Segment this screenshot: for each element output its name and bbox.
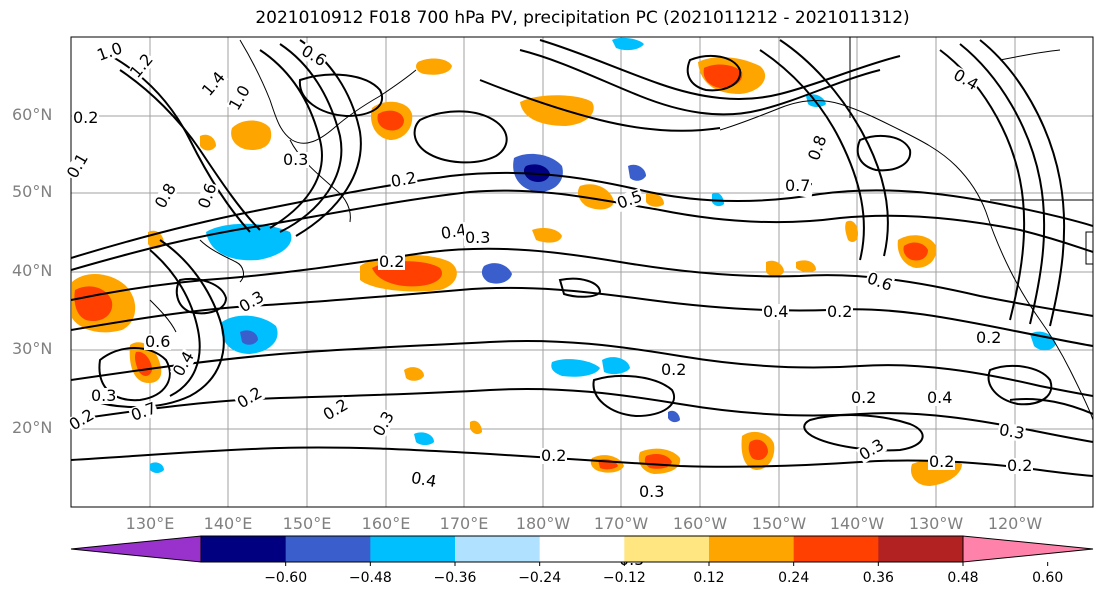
precip-positive-patch	[520, 95, 594, 126]
precip-negative-patch	[668, 410, 680, 423]
contour-label: 0.4	[926, 388, 954, 407]
map-title: 2021010912 F018 700 hPa PV, precipitatio…	[255, 8, 910, 28]
precip-negative-patch	[628, 164, 646, 181]
precip-negative-patch	[206, 223, 292, 261]
contour-label: 0.7	[784, 176, 812, 195]
contour-label: 0.2	[388, 167, 419, 192]
lon-label-170w: 170°W	[593, 514, 649, 533]
precip-negative-core	[240, 330, 258, 345]
lat-label-50n: 50°N	[12, 182, 53, 201]
colorbar-tick-label: 0.48	[947, 570, 979, 586]
contour-label: 0.3	[996, 419, 1027, 444]
precip-positive-patch	[416, 58, 452, 75]
precip-negative-patch	[612, 37, 644, 51]
lon-label-170e: 170°E	[439, 514, 489, 533]
lat-label-20n: 20°N	[12, 418, 53, 437]
lon-label-130e: 130°E	[125, 514, 175, 533]
contour-label: 0.3	[90, 386, 118, 405]
precip-positive-core	[748, 439, 768, 460]
contour-label: 0.2	[540, 446, 568, 465]
contour-label: 0.3	[464, 228, 492, 247]
contour-label: 0.3	[638, 482, 666, 501]
colorbar-tick-label: 0.36	[862, 570, 894, 586]
lon-label-150e: 150°E	[282, 514, 332, 533]
precip-shading	[72, 37, 1056, 486]
precip-negative-patch	[481, 263, 512, 284]
contour-label: 0.4	[762, 302, 790, 321]
contour-label: 0.2	[1006, 456, 1034, 475]
lon-label-160w: 160°W	[672, 514, 728, 533]
precip-positive-patch	[231, 120, 272, 150]
lon-label-120w: 120°W	[987, 514, 1043, 533]
lat-label-40n: 40°N	[12, 261, 53, 280]
contour-label: 0.2	[850, 388, 878, 407]
precip-negative-patch	[712, 192, 724, 207]
lat-label-60n: 60°N	[12, 105, 53, 124]
precip-negative-patch	[414, 432, 434, 445]
precip-positive-patch	[200, 134, 216, 151]
precip-positive-patch	[404, 367, 424, 381]
colorbar-tick-label: −0.36	[433, 570, 477, 586]
pv-contours	[71, 39, 1093, 477]
precip-positive-core	[74, 286, 113, 322]
map-frame	[70, 36, 1094, 508]
colorbar-tick-label: −0.12	[602, 570, 646, 586]
colorbar-tick-label: −0.48	[348, 570, 392, 586]
precip-positive-patch	[796, 260, 816, 273]
colorbar-tick-label: 0.24	[778, 570, 810, 586]
contour-label: 0.5	[618, 550, 646, 569]
contour-label: 0.2	[660, 360, 688, 379]
precip-positive-patch	[845, 220, 858, 242]
colorbar-tick-label: −0.24	[518, 570, 562, 586]
lat-label-30n: 30°N	[12, 339, 53, 358]
precip-positive-core	[377, 110, 404, 131]
contour-label: 0.2	[378, 252, 406, 271]
contour-label: 0.4	[408, 467, 439, 492]
contour-label: 0.2	[72, 108, 100, 127]
precip-negative-patch	[551, 359, 600, 377]
lon-label-150w: 150°W	[751, 514, 807, 533]
precip-positive-core	[703, 64, 743, 88]
colorbar-tick-label: −0.60	[264, 570, 308, 586]
colorbar-tick-label: 0.60	[1032, 570, 1064, 586]
contour-label: 0.2	[975, 328, 1003, 347]
precip-positive-core	[903, 242, 928, 261]
precip-positive-patch	[646, 192, 664, 207]
colorbar-tick-label: 0.12	[693, 570, 725, 586]
lon-label-140w: 140°W	[829, 514, 885, 533]
precip-positive-patch	[532, 228, 562, 243]
precip-positive-patch	[766, 260, 784, 277]
precip-positive-patch	[578, 184, 614, 210]
lon-label-130w: 130°W	[908, 514, 964, 533]
contour-label: 0.6	[144, 332, 172, 351]
precip-positive-patch	[470, 420, 482, 435]
lon-label-180w: 180°W	[515, 514, 571, 533]
precip-negative-patch	[602, 357, 630, 375]
lon-label-160e: 160°E	[361, 514, 411, 533]
contour-label: 0.3	[282, 150, 310, 169]
precip-negative-patch	[150, 462, 164, 473]
coastlines	[149, 37, 1093, 421]
contour-label: 0.2	[826, 302, 854, 321]
lon-label-140e: 140°E	[203, 514, 253, 533]
contour-label: 0.2	[928, 452, 956, 471]
